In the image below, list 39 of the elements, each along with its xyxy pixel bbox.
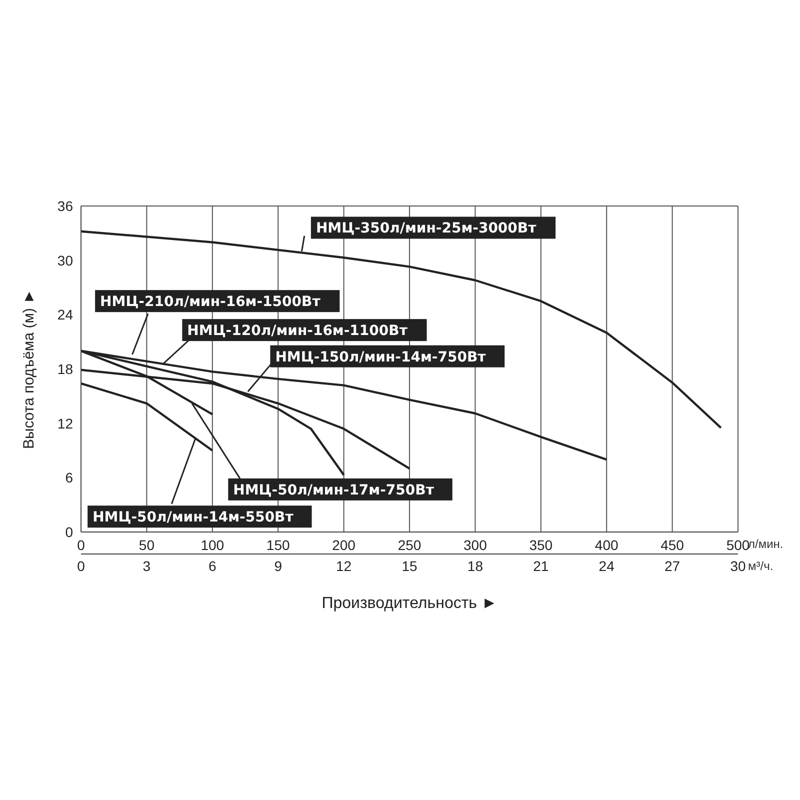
x2-tick-label: 3 bbox=[142, 558, 151, 574]
x2-tick-label: 21 bbox=[533, 558, 549, 574]
y-tick-label: 36 bbox=[57, 198, 74, 214]
text: м³/ч. bbox=[748, 559, 774, 573]
x-tick-label: 400 bbox=[594, 536, 618, 553]
y-tick-label: 0 bbox=[65, 524, 74, 540]
x2-tick-label: 9 bbox=[274, 558, 282, 574]
x2-tick-label: 18 bbox=[467, 558, 484, 574]
text: НМЦ-210л/мин-16м-1500Вт bbox=[100, 294, 322, 310]
y-tick-label: 18 bbox=[57, 360, 74, 377]
x-tick-label: 0 bbox=[77, 536, 86, 553]
y-tick-label: 12 bbox=[57, 415, 74, 432]
x-tick-label: 200 bbox=[332, 536, 356, 553]
x-tick-label: 50 bbox=[138, 536, 155, 553]
x-tick-label: 450 bbox=[660, 536, 684, 553]
x-tick-label: 350 bbox=[529, 536, 553, 553]
x-axis-title: Производительность ► bbox=[322, 595, 498, 612]
text: НМЦ-120л/мин-16м-1100Вт bbox=[187, 323, 408, 340]
series-label: НМЦ-350л/мин-25м-3000Вт bbox=[316, 220, 538, 237]
y-tick-label: 30 bbox=[57, 252, 74, 268]
x2-tick-label: 6 bbox=[208, 558, 216, 574]
x-tick-label: 300 bbox=[464, 536, 488, 553]
x-tick-label: 100 bbox=[200, 536, 224, 553]
x2-tick-label: 0 bbox=[77, 558, 86, 574]
x-tick-label: 250 bbox=[398, 536, 422, 553]
x2-tick-label: 30 bbox=[730, 558, 746, 574]
x2-tick-label: 24 bbox=[598, 558, 615, 574]
x-tick-label: 500 bbox=[726, 536, 750, 553]
text: НМЦ-50л/мин-17м-750Вт bbox=[233, 482, 435, 498]
text: НМЦ-150л/мин-14м-750Вт bbox=[275, 349, 487, 366]
y-tick-label: 24 bbox=[57, 306, 74, 323]
x2-tick-label: 12 bbox=[336, 558, 352, 574]
x2-tick-label: 15 bbox=[402, 558, 418, 574]
x-tick-label: 150 bbox=[266, 536, 290, 553]
y-axis-title: Высота подъёма (м) ► bbox=[20, 288, 38, 450]
x2-tick-label: 27 bbox=[664, 558, 680, 574]
text: НМЦ-50л/мин-14м-550Вт bbox=[92, 510, 294, 526]
text: л/мин. bbox=[748, 537, 784, 551]
y-tick-label: 6 bbox=[65, 470, 74, 486]
